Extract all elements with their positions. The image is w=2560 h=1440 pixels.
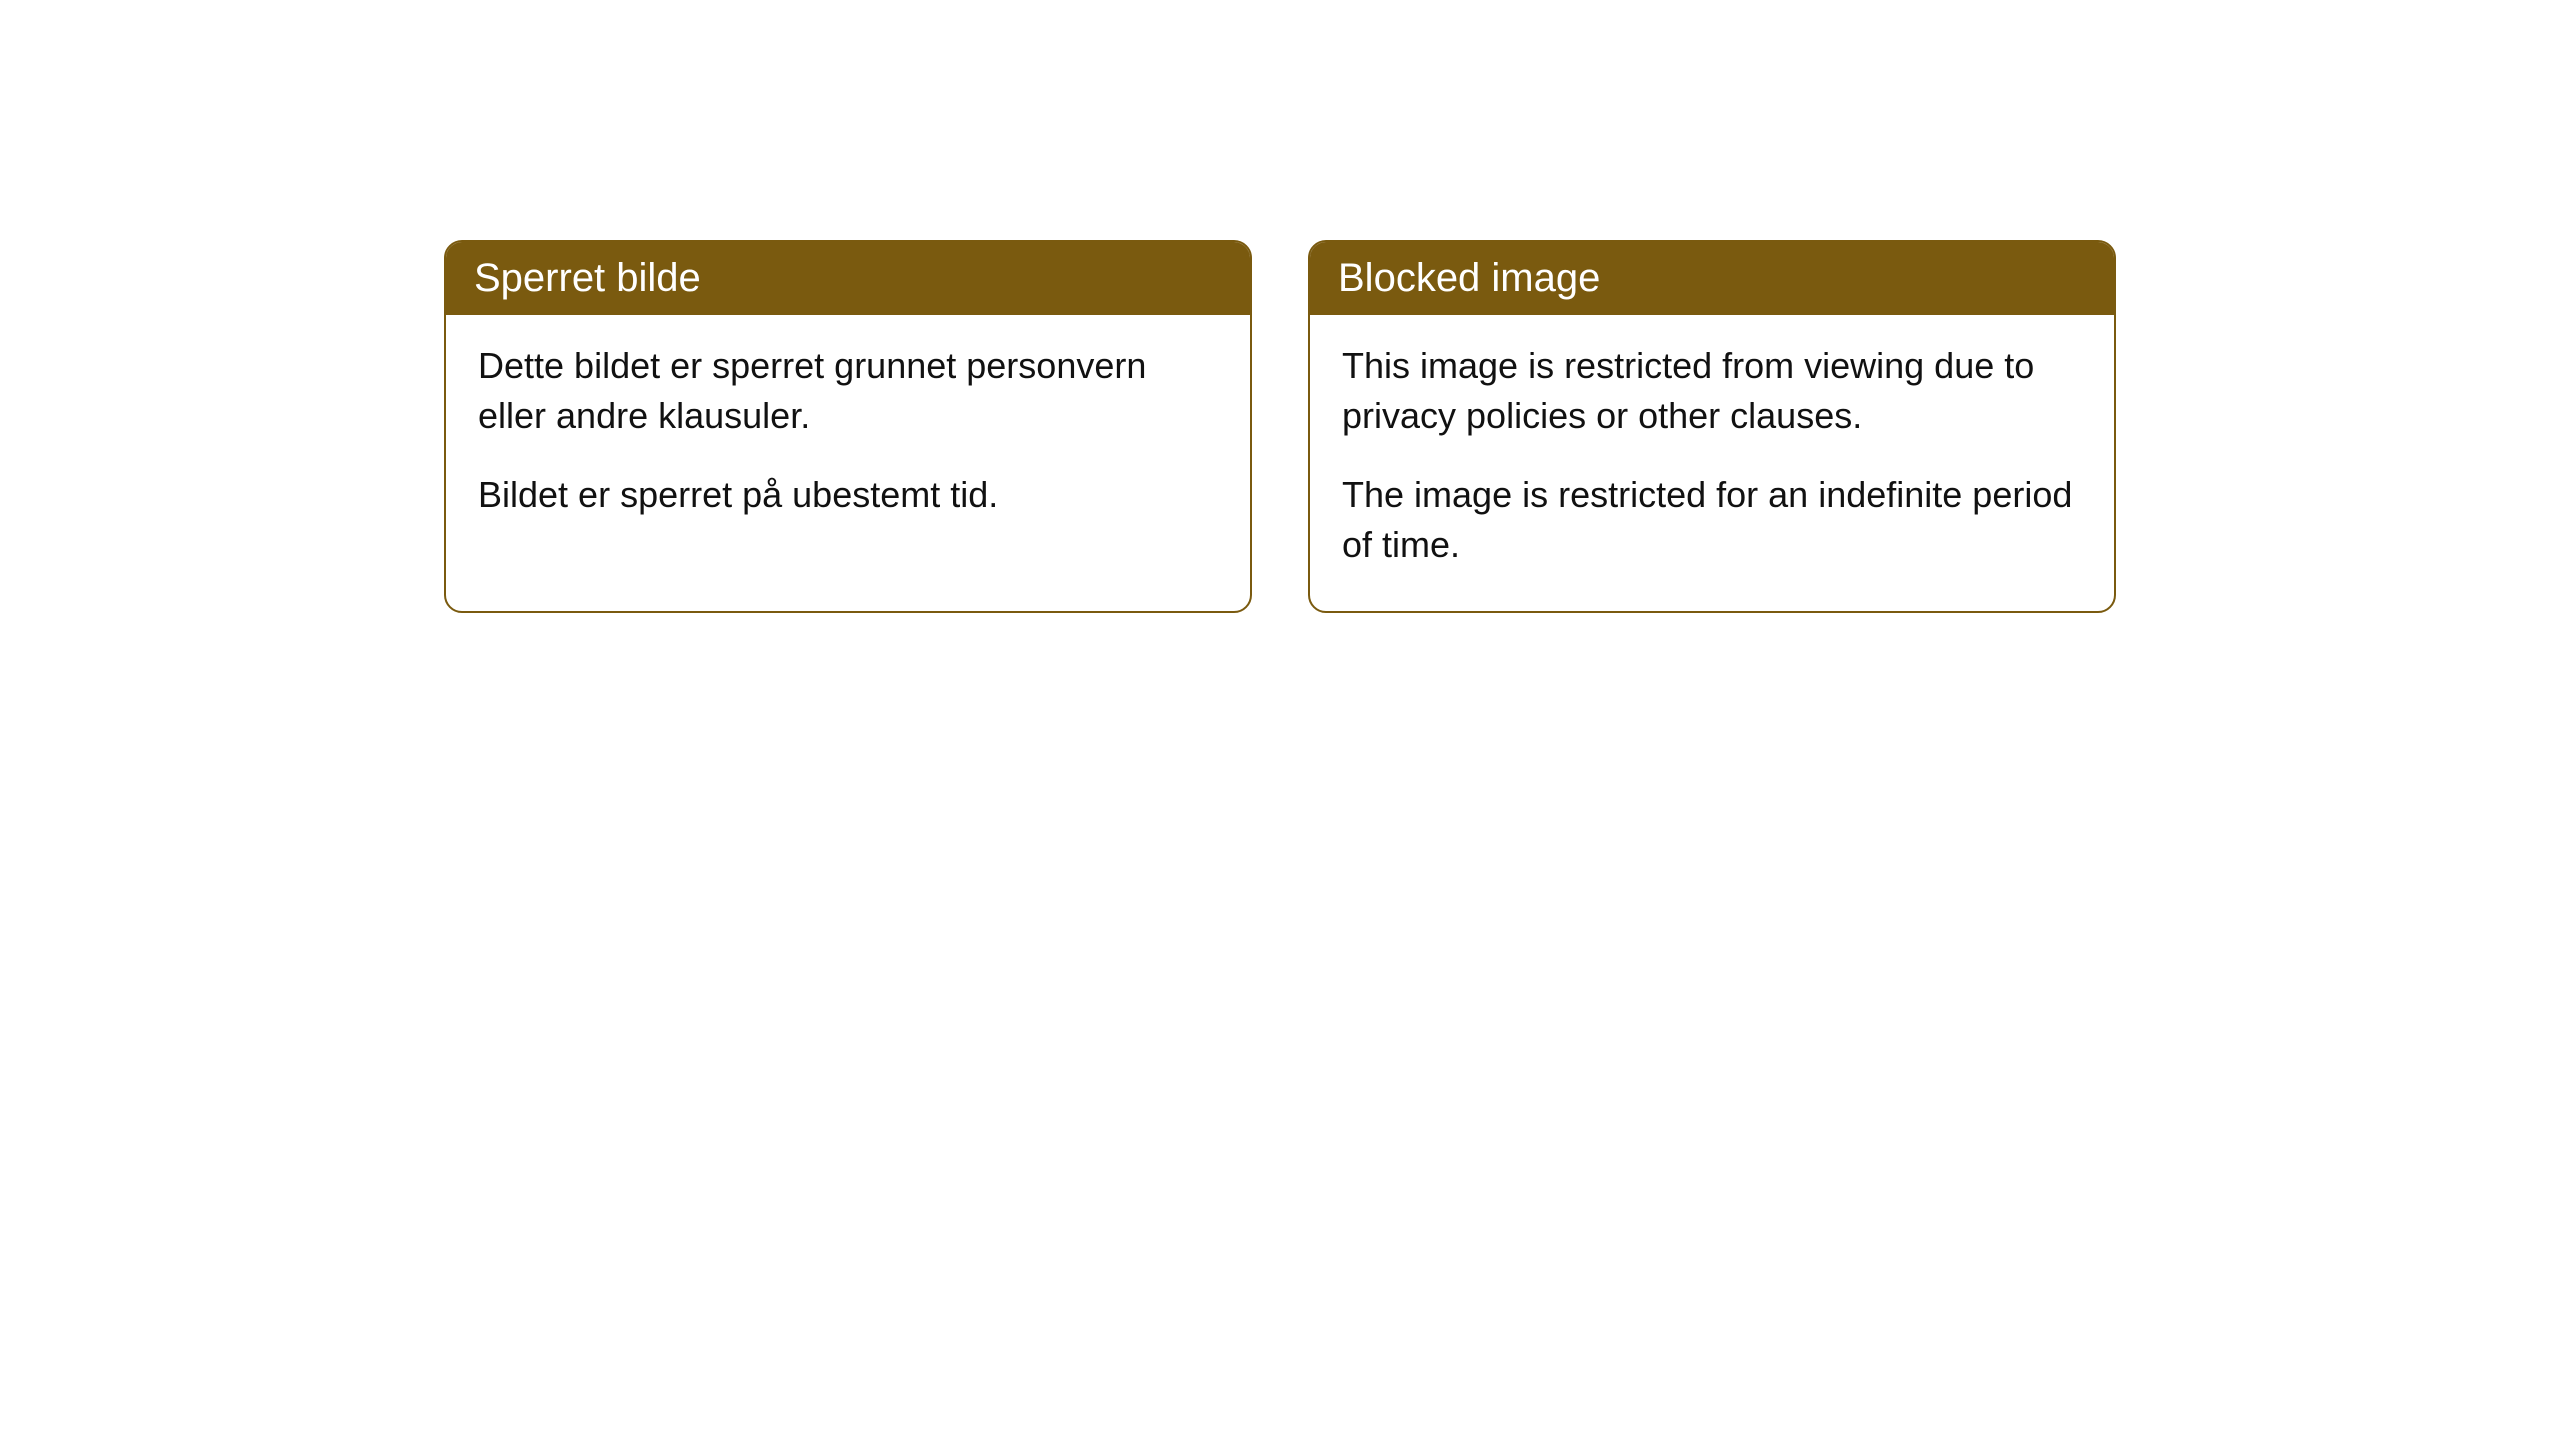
card-paragraph: The image is restricted for an indefinit… bbox=[1342, 470, 2082, 571]
blocked-image-card-english: Blocked image This image is restricted f… bbox=[1308, 240, 2116, 613]
blocked-image-card-norwegian: Sperret bilde Dette bildet er sperret gr… bbox=[444, 240, 1252, 613]
card-header: Blocked image bbox=[1310, 242, 2114, 315]
card-paragraph: Dette bildet er sperret grunnet personve… bbox=[478, 341, 1218, 442]
card-body: This image is restricted from viewing du… bbox=[1310, 315, 2114, 611]
card-paragraph: Bildet er sperret på ubestemt tid. bbox=[478, 470, 1218, 520]
card-body: Dette bildet er sperret grunnet personve… bbox=[446, 315, 1250, 560]
cards-container: Sperret bilde Dette bildet er sperret gr… bbox=[0, 240, 2560, 613]
card-paragraph: This image is restricted from viewing du… bbox=[1342, 341, 2082, 442]
card-header: Sperret bilde bbox=[446, 242, 1250, 315]
card-title: Sperret bilde bbox=[474, 256, 701, 300]
card-title: Blocked image bbox=[1338, 256, 1600, 300]
